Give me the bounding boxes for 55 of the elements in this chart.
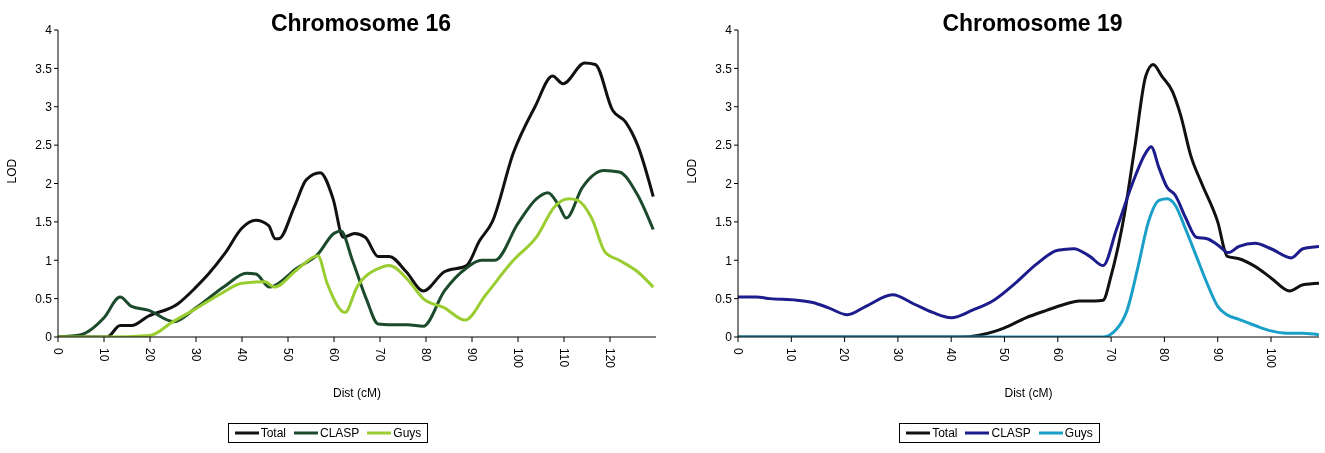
x-tick-label: 100 (1263, 348, 1278, 369)
legend-label: Guys (392, 426, 422, 440)
y-tick-label: 1 (45, 253, 53, 268)
x-tick-label: 30 (890, 348, 905, 362)
y-tick-label: 2.5 (35, 138, 53, 153)
y-tick-label: 3.5 (715, 61, 733, 76)
legend-label: Total (931, 426, 958, 440)
x-tick-label: 90 (1210, 348, 1225, 362)
x-tick-label: 80 (418, 348, 433, 362)
y-tick-label: 0 (45, 330, 53, 345)
x-tick-label: 70 (1103, 348, 1118, 362)
x-tick-label: 50 (280, 348, 295, 362)
chart-title: Chromosome 16 (269, 10, 453, 37)
x-tick-label: 40 (234, 348, 249, 362)
x-tick-label: 30 (188, 348, 203, 362)
x-tick-label: 10 (96, 348, 111, 362)
y-tick-label: 2.5 (715, 138, 733, 153)
y-tick-label: 3 (725, 100, 733, 115)
x-tick-label: 40 (944, 348, 959, 362)
x-tick-label: 80 (1157, 348, 1172, 362)
x-tick-label: 110 (556, 348, 571, 368)
x-tick-label: 20 (142, 348, 157, 362)
y-tick-label: 1.5 (715, 215, 733, 230)
x-axis-title: Dist (cM) (333, 386, 381, 400)
y-tick-label: 1.5 (35, 215, 53, 230)
legend-label: CLASP (990, 426, 1031, 440)
x-tick-label: 60 (326, 348, 341, 362)
x-tick-label: 20 (837, 348, 852, 362)
y-tick-label: 4 (45, 23, 53, 38)
y-tick-label: 4 (725, 23, 733, 38)
x-tick-label: 0 (730, 348, 745, 355)
y-tick-label: 0.5 (35, 291, 53, 306)
x-tick-label: 50 (997, 348, 1012, 362)
x-tick-label: 90 (464, 348, 479, 362)
legend-label: Total (259, 426, 286, 440)
x-tick-label: 0 (50, 348, 65, 355)
x-tick-label: 60 (1050, 348, 1065, 362)
y-tick-label: 2 (725, 176, 733, 191)
x-tick-label: 70 (372, 348, 387, 362)
y-tick-label: 2 (45, 176, 53, 191)
y-tick-label: 3.5 (35, 61, 53, 76)
x-tick-label: 100 (510, 348, 525, 369)
line-series (738, 145, 1319, 320)
legend-label: Guys (1063, 426, 1093, 440)
y-tick-label: 1 (725, 253, 733, 268)
chart-title: Chromosome 19 (941, 10, 1124, 37)
y-tick-label: 3 (45, 100, 53, 115)
y-axis-title: LOD (5, 158, 20, 184)
y-tick-label: 0 (725, 330, 733, 345)
legend-label: CLASP (319, 426, 360, 440)
x-axis-title: Dist (cM) (1004, 386, 1053, 400)
y-tick-label: 0.5 (715, 291, 733, 306)
x-tick-label: 10 (784, 348, 799, 362)
y-axis-title: LOD (685, 158, 700, 184)
x-tick-label: 120 (602, 348, 617, 369)
